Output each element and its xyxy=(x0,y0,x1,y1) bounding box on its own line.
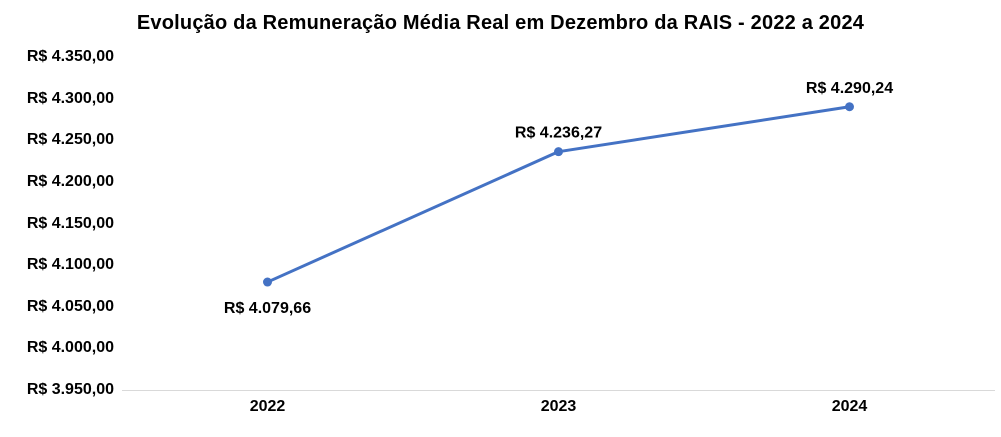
y-axis-tick-label: R$ 4.150,00 xyxy=(26,214,114,232)
data-point-marker xyxy=(845,102,854,112)
x-axis-category-label: 2024 xyxy=(831,398,868,415)
chart-title: Evolução da Remuneração Média Real em De… xyxy=(136,12,865,34)
y-axis-tick-label: R$ 4.250,00 xyxy=(26,131,114,149)
data-point-marker xyxy=(554,147,563,157)
data-point-label: R$ 4.236,27 xyxy=(515,125,602,142)
y-axis-tick-label: R$ 4.300,00 xyxy=(26,89,114,107)
y-axis-tick-label: R$ 4.000,00 xyxy=(26,339,114,357)
y-axis-tick-label: R$ 4.350,00 xyxy=(26,48,114,65)
y-axis-tick-label: R$ 4.100,00 xyxy=(26,256,114,274)
x-axis-category-label: 2023 xyxy=(540,398,577,415)
y-axis-tick-label: R$ 4.050,00 xyxy=(26,297,114,315)
data-point-label: R$ 4.290,24 xyxy=(806,80,893,97)
y-axis-tick-label: R$ 3.950,00 xyxy=(26,381,114,398)
data-point-marker xyxy=(263,277,272,287)
x-axis-labels: 2022 2023 2024 xyxy=(0,398,1001,428)
y-axis-tick-label: R$ 4.200,00 xyxy=(26,172,114,190)
data-point-label: R$ 4.079,66 xyxy=(224,300,311,317)
x-axis-category-label: 2022 xyxy=(249,398,286,415)
